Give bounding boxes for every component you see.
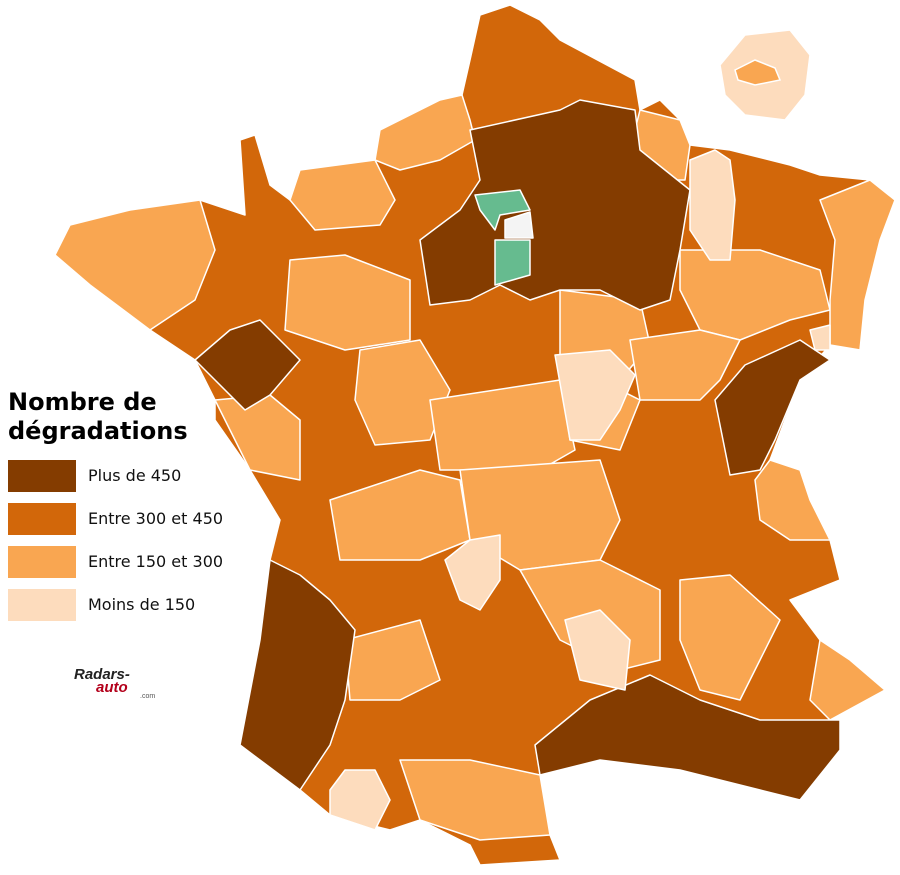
region — [679, 574, 781, 701]
region — [284, 254, 411, 351]
region — [689, 149, 736, 261]
logo-name: Radars- — [74, 666, 130, 683]
region — [679, 249, 831, 341]
region — [54, 199, 216, 331]
logo-domain: .com — [140, 693, 156, 700]
region — [754, 459, 831, 541]
region — [819, 179, 896, 351]
region — [289, 159, 396, 231]
region — [554, 349, 636, 441]
region — [809, 324, 831, 351]
region — [809, 639, 886, 721]
legend-swatch — [8, 546, 76, 578]
region — [239, 559, 356, 791]
region — [419, 99, 691, 311]
region — [329, 769, 391, 831]
legend-swatch — [8, 589, 76, 621]
paris-inset — [719, 29, 811, 121]
legend-label: Entre 300 et 450 — [88, 509, 224, 528]
region — [534, 674, 841, 801]
legend-title: Nombre de dégradations — [8, 388, 188, 445]
paris-region — [474, 189, 531, 286]
legend-label: Moins de 150 — [88, 595, 196, 614]
paris-center — [504, 211, 534, 239]
legend-label: Plus de 450 — [88, 466, 182, 485]
logo: Radars- auto .com — [74, 666, 174, 700]
region — [399, 759, 551, 841]
legend-label: Entre 150 et 300 — [88, 552, 224, 571]
logo-suffix: auto — [96, 679, 128, 696]
region — [714, 339, 831, 476]
region — [194, 319, 301, 411]
region — [429, 379, 576, 471]
region — [444, 534, 501, 611]
inset-center — [734, 59, 782, 86]
region — [354, 339, 451, 446]
region — [564, 609, 631, 691]
legend-swatch — [8, 460, 76, 492]
region — [374, 94, 476, 171]
legend-swatch — [8, 503, 76, 535]
region — [344, 619, 441, 701]
